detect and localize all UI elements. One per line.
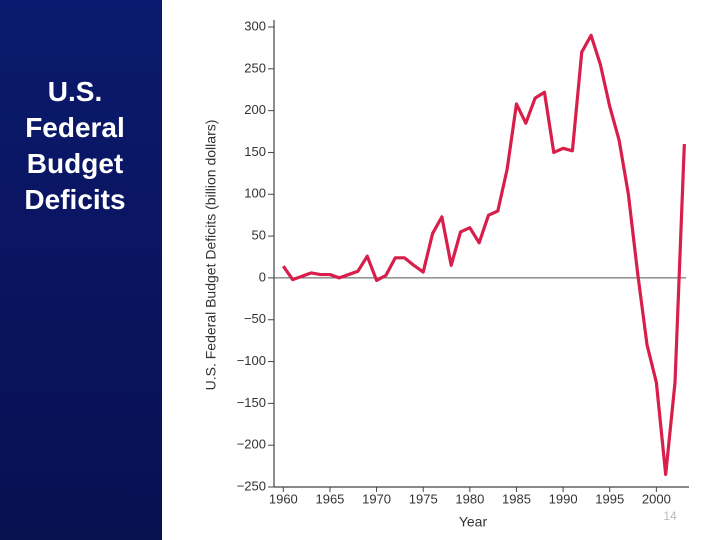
x-tick-label: 1985 (502, 491, 531, 506)
y-tick-label: 150 (244, 144, 266, 159)
y-tick-label: 200 (244, 102, 266, 117)
y-tick-label: −50 (244, 311, 266, 326)
y-tick-label: 250 (244, 60, 266, 75)
x-tick-label: 2000 (642, 491, 671, 506)
y-tick-label: −150 (237, 395, 266, 410)
side-panel: U.S. Federal Budget Deficits (0, 0, 162, 540)
y-tick-label: −200 (237, 437, 266, 452)
x-tick-label: 1990 (549, 491, 578, 506)
data-line (282, 33, 686, 477)
x-tick-label: 1995 (595, 491, 624, 506)
y-tick-label: −100 (237, 353, 266, 368)
y-axis-label: U.S. Federal Budget Deficits (billion do… (203, 120, 219, 391)
page-number: 14 (663, 509, 677, 523)
slide-title: U.S. Federal Budget Deficits (24, 76, 126, 215)
x-axis-label: Year (459, 514, 488, 530)
y-tick-label: 0 (259, 269, 266, 284)
y-tick-label: −250 (237, 478, 266, 493)
x-tick-label: 1980 (455, 491, 484, 506)
y-tick-label: 300 (244, 18, 266, 33)
y-tick-label: 50 (252, 228, 266, 243)
x-tick-label: 1965 (315, 491, 344, 506)
x-tick-label: 1975 (409, 491, 438, 506)
y-tick-label: 100 (244, 186, 266, 201)
x-tick-label: 1970 (362, 491, 391, 506)
x-tick-label: 1960 (269, 491, 298, 506)
